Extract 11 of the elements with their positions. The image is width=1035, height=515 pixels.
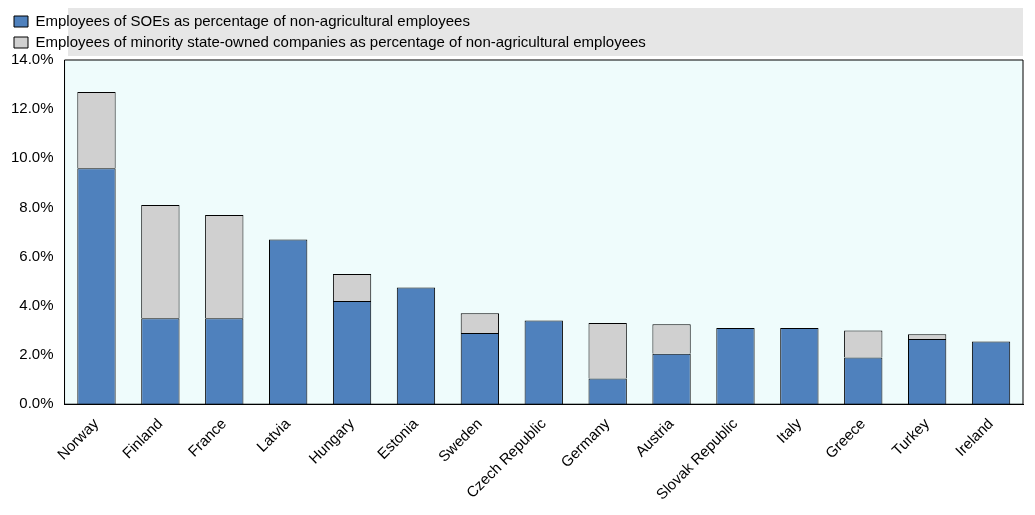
y-tick-label: 8.0% [19,197,54,215]
legend-label: Employees of SOEs as percentage of non-agricultural employees [35,11,470,29]
y-tick-label: 6.0% [19,246,54,264]
y-tick-label: 4.0% [19,296,54,314]
x-tick-label: Italy [772,414,805,447]
y-tick-label: 14.0% [10,50,54,68]
y-tick-label: 10.0% [10,148,54,166]
legend-label: Employees of minority state-owned companies as percentage of non-agricultural employees [35,32,646,50]
y-tick-label: 12.0% [10,99,54,117]
y-tick-label: 0.0% [19,394,54,412]
y-tick-label: 2.0% [19,345,54,363]
